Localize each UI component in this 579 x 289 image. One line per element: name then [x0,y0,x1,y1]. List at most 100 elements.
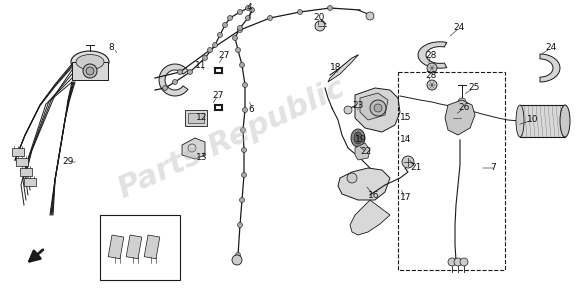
Circle shape [163,86,167,90]
Text: 28: 28 [425,71,437,79]
Circle shape [454,258,462,266]
Circle shape [245,16,251,21]
Circle shape [233,36,237,40]
Bar [520,105,565,137]
Text: 27: 27 [218,51,229,60]
Polygon shape [328,55,358,82]
Text: 7: 7 [490,164,496,173]
Circle shape [347,173,357,183]
Ellipse shape [71,51,109,73]
Text: 12: 12 [196,114,207,123]
Text: 14: 14 [400,136,411,144]
Circle shape [86,67,94,75]
Ellipse shape [560,105,570,137]
Circle shape [218,32,222,38]
Text: 10: 10 [527,116,538,125]
Text: 27: 27 [212,90,223,99]
Polygon shape [182,138,205,159]
Bar [185,110,207,126]
Circle shape [188,69,192,75]
Circle shape [241,173,247,177]
Text: 16: 16 [368,190,379,199]
Polygon shape [360,93,388,120]
Text: 26: 26 [458,103,470,112]
Text: 11: 11 [195,60,207,69]
Circle shape [207,47,212,53]
Ellipse shape [516,105,524,137]
Circle shape [237,27,243,32]
Text: 19: 19 [355,136,367,144]
Bar [16,158,28,166]
Polygon shape [338,168,390,200]
Circle shape [452,113,462,123]
Bar [24,178,36,186]
Bar [72,62,108,80]
Circle shape [427,63,437,73]
Circle shape [315,21,325,31]
Circle shape [267,16,273,21]
Bar [144,235,160,259]
Polygon shape [418,42,447,68]
Polygon shape [350,200,390,235]
Polygon shape [445,100,475,135]
Text: 6: 6 [248,105,254,114]
Ellipse shape [354,132,362,144]
Text: 25: 25 [468,84,479,92]
Circle shape [366,12,374,20]
Ellipse shape [76,55,104,69]
Text: 18: 18 [330,64,342,73]
Circle shape [237,25,243,31]
Text: 17: 17 [400,194,412,203]
Text: 24: 24 [545,44,556,53]
Circle shape [222,23,228,27]
Polygon shape [159,64,188,96]
Bar [126,235,142,259]
Circle shape [374,104,382,112]
Ellipse shape [351,129,365,147]
Text: 20: 20 [313,14,324,23]
Text: 23: 23 [352,101,364,110]
Circle shape [237,223,243,227]
Bar [100,215,180,280]
Polygon shape [355,88,400,132]
Text: 4: 4 [247,3,252,12]
Circle shape [240,62,244,68]
Circle shape [237,10,243,14]
Circle shape [240,197,244,203]
Text: 22: 22 [360,147,371,157]
Text: 8: 8 [108,44,113,53]
Circle shape [250,8,255,12]
Circle shape [243,108,247,112]
Circle shape [245,5,251,10]
Text: 29: 29 [62,158,74,166]
Bar [398,72,505,270]
Circle shape [460,258,468,266]
Circle shape [458,98,466,106]
Circle shape [240,127,245,132]
Bar [188,113,204,123]
Bar [12,148,24,156]
Circle shape [448,258,456,266]
Text: 28: 28 [425,51,437,60]
Circle shape [178,69,182,75]
Text: 15: 15 [400,114,412,123]
Circle shape [402,156,414,168]
Circle shape [236,253,240,257]
Text: Parts Republic: Parts Republic [113,73,350,204]
Text: 21: 21 [410,164,422,173]
Circle shape [173,79,178,84]
Polygon shape [355,143,370,160]
Circle shape [298,10,302,14]
Circle shape [232,255,242,265]
Circle shape [344,106,352,114]
Circle shape [212,42,218,47]
Bar [108,235,124,259]
Circle shape [83,64,97,78]
Circle shape [243,82,247,88]
Circle shape [328,5,332,10]
Text: 13: 13 [196,153,207,162]
Polygon shape [540,54,560,82]
Bar [20,168,32,176]
Circle shape [228,16,233,21]
Circle shape [236,47,240,53]
